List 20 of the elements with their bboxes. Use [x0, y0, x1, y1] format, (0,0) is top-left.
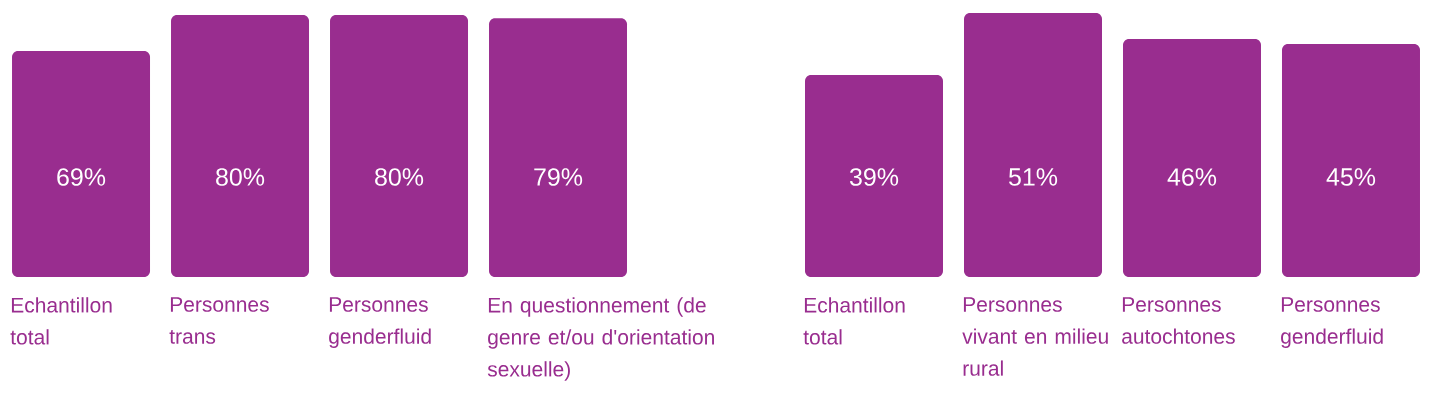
x-tick-label: Echantillon total [803, 297, 905, 345]
data-label: 39% [849, 168, 899, 186]
x-tick-label: Personnes genderfluid [1281, 297, 1383, 348]
data-label: 51% [1008, 168, 1058, 186]
x-tick-label: Personnes trans [169, 297, 269, 344]
data-label: 69% [57, 168, 106, 186]
data-label: 80% [216, 168, 265, 186]
x-tick-label: Personnes vivant en milieu rural [962, 297, 1108, 376]
x-tick-label: Echantillon total [10, 297, 112, 345]
bar [964, 13, 1102, 277]
x-tick-label: Personnes genderfluid [329, 297, 431, 348]
data-label: 79% [534, 168, 583, 186]
x-tick-label: Personnes autochtones [1122, 297, 1235, 344]
bar [1123, 38, 1261, 277]
data-label: 46% [1167, 168, 1217, 186]
x-tick-label: En questionnement (de genre et/ou d'orientation sexuelle) [487, 297, 714, 381]
data-label: 80% [375, 168, 424, 186]
data-label: 45% [1326, 168, 1376, 186]
bar [1282, 44, 1420, 277]
bar [805, 75, 943, 277]
